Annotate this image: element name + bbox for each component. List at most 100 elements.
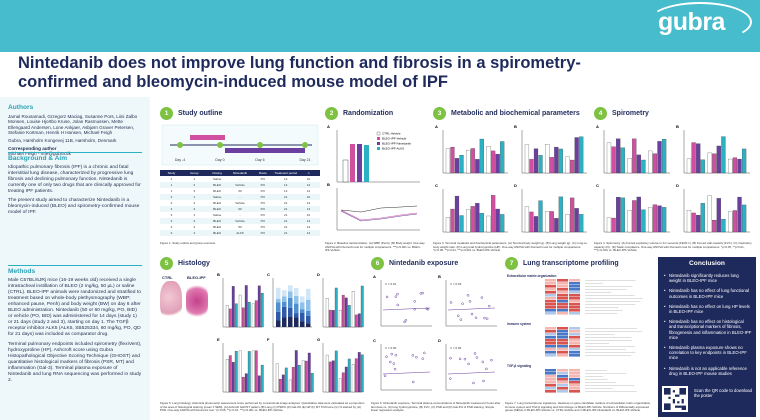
heatmap-cell bbox=[569, 285, 580, 288]
methods-heading: Methods bbox=[8, 268, 36, 275]
bar bbox=[328, 309, 332, 328]
heatmap-cell bbox=[545, 369, 556, 372]
table-cell: 10 bbox=[307, 177, 311, 181]
table-header-cell: Dosing bbox=[212, 171, 222, 175]
bar bbox=[304, 360, 308, 393]
section-title: Lung transcriptome profiling bbox=[523, 260, 619, 267]
table-cell: 14 bbox=[307, 207, 311, 211]
table-cell: 21 bbox=[284, 201, 288, 205]
heatmap-cell bbox=[557, 345, 568, 348]
table-header-bg bbox=[160, 170, 320, 176]
stacked-bar bbox=[276, 320, 281, 327]
table-cell: 21 bbox=[284, 231, 288, 235]
table-header-cell: Route bbox=[259, 171, 267, 175]
bar bbox=[648, 150, 653, 174]
scatter-point bbox=[473, 352, 477, 355]
bar bbox=[732, 210, 738, 233]
bar bbox=[257, 285, 261, 328]
heatmap-cell bbox=[545, 381, 556, 384]
heatmap-cell bbox=[569, 300, 580, 303]
scatter-point bbox=[396, 303, 399, 307]
table-cell: - bbox=[240, 195, 241, 199]
poster-title: Nintedanib does not improve lung functio… bbox=[18, 54, 581, 91]
table-row bbox=[160, 194, 320, 200]
bar bbox=[657, 205, 662, 233]
bar bbox=[260, 364, 264, 393]
scatter-point bbox=[383, 374, 387, 378]
bar bbox=[238, 350, 242, 393]
panel-label: B bbox=[676, 124, 679, 129]
bar bbox=[611, 146, 616, 174]
scatter-point bbox=[449, 301, 453, 304]
heatmap-cell bbox=[557, 339, 568, 342]
scatter-point bbox=[483, 316, 486, 320]
heatmap-cell bbox=[557, 312, 568, 315]
legend-item: CTRL-Vehicle bbox=[382, 132, 401, 136]
scatter-chart: Br² = 0.03 bbox=[438, 274, 497, 327]
table-row bbox=[160, 188, 320, 194]
study-table: Study Group Dosing Nintedanib Route Treatment… bbox=[160, 170, 320, 236]
bar bbox=[351, 364, 355, 393]
section-heading: 3 Metabolic and biochemical parameters bbox=[433, 107, 580, 120]
bar bbox=[620, 197, 625, 233]
bar bbox=[360, 354, 364, 393]
scatter-point bbox=[466, 294, 470, 297]
section-title: Randomization bbox=[343, 110, 394, 117]
scatter-point bbox=[411, 380, 415, 384]
conclusion-list: Nintedanib significantly reduces lung we… bbox=[664, 273, 752, 381]
table-row bbox=[160, 230, 320, 236]
section-number: 5 bbox=[160, 257, 173, 270]
scatter-point bbox=[449, 377, 452, 380]
figure-caption: Figure 2. Baseline randomization. (A) WB… bbox=[325, 241, 425, 253]
table-cell: 14 bbox=[284, 183, 288, 187]
r-squared-label: r² = 0.00 bbox=[385, 346, 397, 350]
scatter-point bbox=[480, 296, 484, 299]
heatmap-cell bbox=[545, 285, 556, 288]
panel-label: D bbox=[438, 338, 441, 343]
bar bbox=[486, 146, 491, 174]
bar bbox=[606, 142, 612, 174]
section-number: 3 bbox=[433, 107, 446, 120]
bar bbox=[632, 138, 637, 174]
heatmap-cell bbox=[557, 306, 568, 309]
conclusion-heading: Conclusion bbox=[689, 260, 725, 267]
section-title: Spirometry bbox=[612, 110, 649, 117]
panel-label: D bbox=[317, 272, 320, 277]
scatter-point bbox=[390, 352, 394, 356]
panel-label: G bbox=[317, 337, 320, 342]
heatmap-cell bbox=[569, 387, 580, 390]
stacked-bar bbox=[282, 306, 287, 318]
bar bbox=[549, 211, 554, 233]
bar bbox=[459, 215, 464, 233]
scatter-point bbox=[481, 360, 485, 364]
mini-chart: B bbox=[676, 124, 750, 174]
methods-text-1: Male C57BL/6JRj mice (16-19 weeks old) r… bbox=[8, 277, 141, 338]
table-cell: 3 bbox=[171, 219, 173, 223]
scatter-point bbox=[394, 295, 398, 298]
conclusion-item: Nintedanib has no effect on histological… bbox=[664, 319, 752, 340]
bar bbox=[251, 303, 255, 328]
bar bbox=[737, 158, 742, 174]
bar bbox=[307, 352, 311, 393]
image-label: BLEO-IPF bbox=[187, 275, 206, 280]
scatter-point bbox=[413, 307, 416, 311]
bar bbox=[616, 138, 621, 174]
table-cell: 1 bbox=[171, 183, 173, 187]
heatmap-cell bbox=[557, 348, 568, 351]
stacked-bar bbox=[282, 317, 287, 327]
bar bbox=[238, 294, 242, 328]
heatmap-cell bbox=[545, 279, 556, 282]
section-title: Metabolic and biochemical parameters bbox=[451, 110, 580, 117]
scatter-point bbox=[467, 362, 470, 366]
qr-code[interactable] bbox=[662, 386, 688, 412]
bar bbox=[251, 350, 255, 393]
bar bbox=[636, 196, 641, 233]
heatmap-cell bbox=[557, 291, 568, 294]
regression-line bbox=[382, 371, 431, 375]
bar bbox=[696, 214, 701, 233]
bar bbox=[636, 154, 641, 174]
bar bbox=[721, 136, 726, 174]
bar bbox=[641, 159, 646, 174]
table-cell: Saline bbox=[213, 195, 222, 199]
heatmap-cell bbox=[545, 312, 556, 315]
